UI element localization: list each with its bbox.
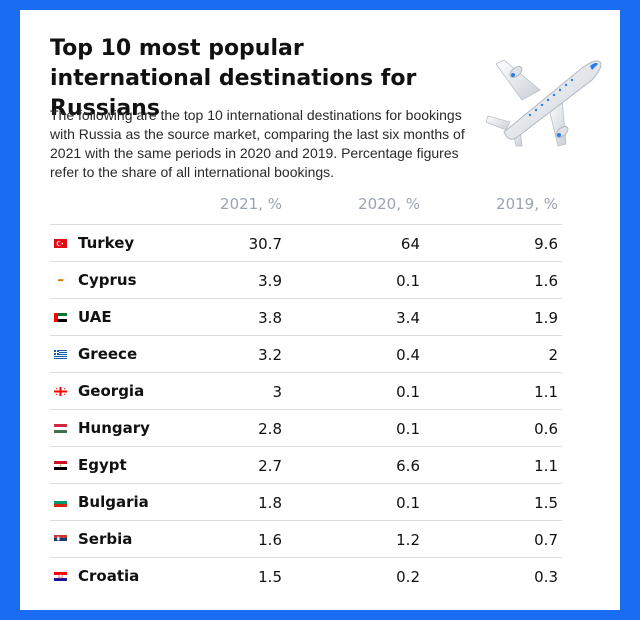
table-row: UAE 3.8 3.4 1.9 — [50, 299, 562, 336]
column-header-2019: 2019, % — [496, 195, 558, 213]
value-2020: 0.4 — [396, 346, 420, 364]
value-2020: 64 — [400, 235, 420, 253]
table-row: Hungary 2.8 0.1 0.6 — [50, 410, 562, 447]
value-2021: 3 — [272, 383, 282, 401]
value-2020: 0.1 — [396, 420, 420, 438]
value-2020: 0.1 — [396, 383, 420, 401]
table-row: Turkey 30.7 64 9.6 — [50, 225, 562, 262]
column-header-2021: 2021, % — [220, 195, 282, 213]
value-2019: 1.1 — [534, 383, 558, 401]
value-2020: 1.2 — [396, 531, 420, 549]
country-name: Bulgaria — [78, 493, 149, 511]
value-2021: 1.5 — [258, 568, 282, 586]
value-2020: 0.2 — [396, 568, 420, 586]
value-2020: 0.1 — [396, 494, 420, 512]
value-2021: 1.6 — [258, 531, 282, 549]
value-2020: 0.1 — [396, 272, 420, 290]
value-2021: 2.7 — [258, 457, 282, 475]
value-2019: 2 — [548, 346, 558, 364]
value-2019: 0.7 — [534, 531, 558, 549]
value-2019: 9.6 — [534, 235, 558, 253]
table-row: Egypt 2.7 6.6 1.1 — [50, 447, 562, 484]
value-2021: 30.7 — [248, 235, 282, 253]
uae-flag-icon — [54, 313, 67, 322]
destinations-table: 2021, % 2020, % 2019, % Turkey 30.7 64 9.6 C… — [50, 190, 562, 594]
table-row: Cyprus 3.9 0.1 1.6 — [50, 262, 562, 299]
serbia-flag-icon — [54, 535, 67, 544]
value-2021: 1.8 — [258, 494, 282, 512]
country-name: Georgia — [78, 382, 145, 400]
airplane-icon — [485, 59, 602, 147]
country-name: Cyprus — [78, 271, 137, 289]
value-2019: 1.9 — [534, 309, 558, 327]
value-2019: 1.6 — [534, 272, 558, 290]
value-2021: 2.8 — [258, 420, 282, 438]
cyprus-flag-icon — [54, 276, 67, 285]
croatia-flag-icon — [54, 572, 67, 581]
table-row: Bulgaria 1.8 0.1 1.5 — [50, 484, 562, 521]
table-body: Turkey 30.7 64 9.6 Cyprus 3.9 0.1 1.6 UAE 3.8 3.4 1… — [50, 225, 562, 594]
value-2021: 3.9 — [258, 272, 282, 290]
country-name: Croatia — [78, 567, 140, 585]
country-name: Egypt — [78, 456, 127, 474]
country-name: UAE — [78, 308, 112, 326]
country-name: Greece — [78, 345, 138, 363]
chart-title: Top 10 most popular international destin… — [50, 36, 417, 121]
table-row: Croatia 1.5 0.2 0.3 — [50, 558, 562, 594]
value-2021: 3.8 — [258, 309, 282, 327]
value-2019: 1.1 — [534, 457, 558, 475]
egypt-flag-icon — [54, 461, 67, 470]
hungary-flag-icon — [54, 424, 67, 433]
value-2019: 0.3 — [534, 568, 558, 586]
bulgaria-flag-icon — [54, 498, 67, 507]
table-row: Greece 3.2 0.4 2 — [50, 336, 562, 373]
value-2020: 6.6 — [396, 457, 420, 475]
greece-flag-icon — [54, 350, 67, 359]
country-name: Hungary — [78, 419, 150, 437]
georgia-flag-icon — [54, 387, 67, 396]
table-row: Georgia 3 0.1 1.1 — [50, 373, 562, 410]
table-header: 2021, % 2020, % 2019, % — [50, 190, 562, 225]
table-row: Serbia 1.6 1.2 0.7 — [50, 521, 562, 558]
country-name: Serbia — [78, 530, 133, 548]
infographic-card: Top 10 most popular international destin… — [20, 10, 620, 610]
column-header-2020: 2020, % — [358, 195, 420, 213]
chart-subtitle: The following are the top 10 internation… — [50, 107, 465, 180]
value-2019: 1.5 — [534, 494, 558, 512]
value-2019: 0.6 — [534, 420, 558, 438]
value-2021: 3.2 — [258, 346, 282, 364]
value-2020: 3.4 — [396, 309, 420, 327]
country-name: Turkey — [78, 234, 135, 252]
turkey-flag-icon — [54, 239, 67, 248]
